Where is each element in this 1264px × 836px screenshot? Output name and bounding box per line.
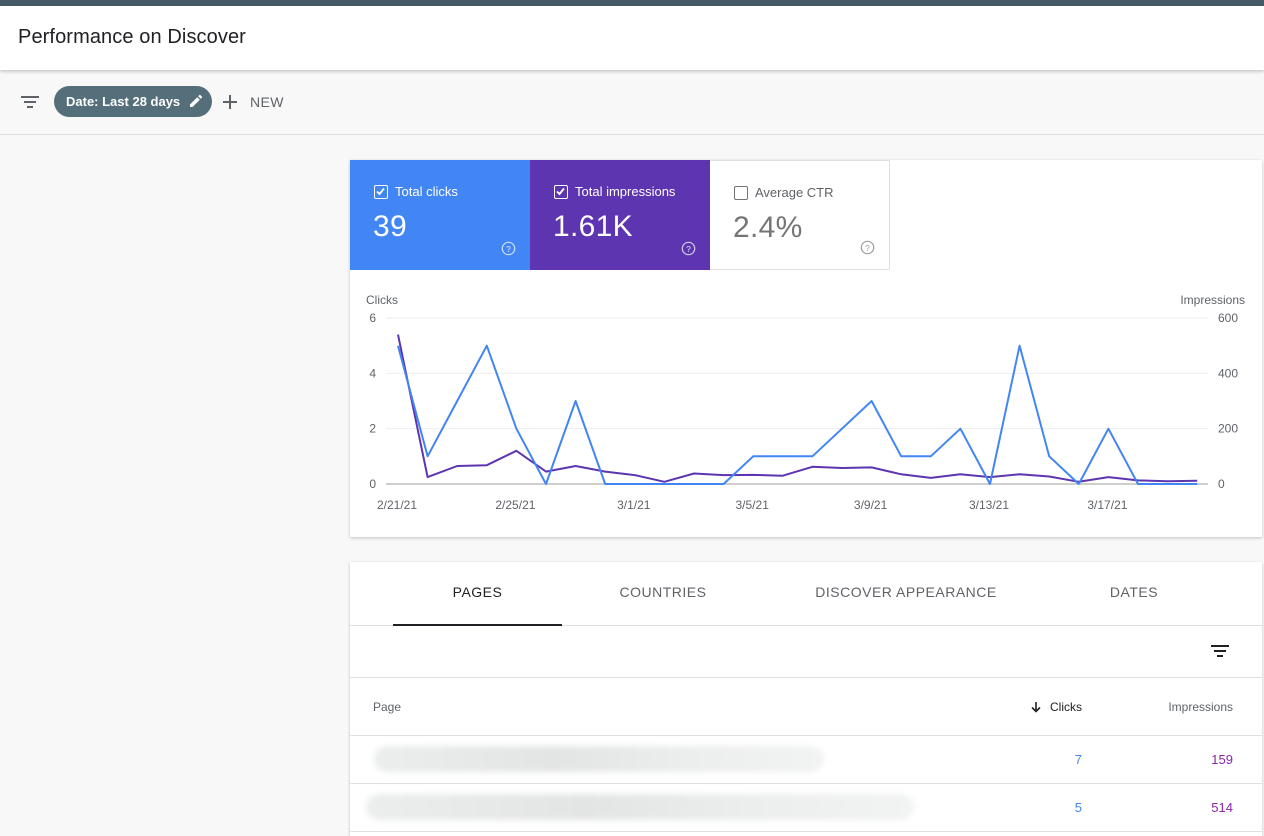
- chart-gridlines: [386, 317, 1208, 485]
- x-tick-label: 3/1/21: [617, 498, 651, 512]
- y-left-tick-label: 0: [369, 477, 376, 491]
- metric-label: Total impressions: [575, 184, 676, 199]
- y-right-tick-label: 0: [1218, 477, 1225, 491]
- row-impressions: 514: [1211, 800, 1233, 815]
- metric-value: 39: [373, 210, 407, 243]
- filter-bar: Date: Last 28 days NEW: [0, 70, 1264, 135]
- tab-dates[interactable]: DATES: [1109, 584, 1159, 600]
- checkbox-checked-icon[interactable]: [554, 184, 568, 199]
- metric-total-clicks[interactable]: Total clicks 39 ?: [350, 160, 530, 270]
- metric-value: 2.4%: [733, 211, 803, 244]
- column-header-page[interactable]: Page: [373, 700, 402, 714]
- y-left-tick-label: 2: [369, 422, 376, 436]
- table-row[interactable]: 5 514: [350, 784, 1262, 832]
- help-icon[interactable]: ?: [501, 241, 516, 256]
- top-accent-bar: [0, 0, 1264, 6]
- column-header-clicks[interactable]: Clicks: [1030, 700, 1082, 714]
- column-header-impressions[interactable]: Impressions: [1168, 700, 1233, 714]
- x-tick-label: 2/21/21: [377, 498, 417, 512]
- metric-label: Total clicks: [395, 184, 458, 199]
- chart-series: [397, 334, 1198, 485]
- performance-line-chart: Clicks Impressions 6 4 2 0 600 400 200 0 2/21/…: [366, 293, 1245, 512]
- tab-discover-appearance[interactable]: DISCOVER APPEARANCE: [815, 584, 997, 600]
- new-filter-button[interactable]: NEW: [222, 92, 284, 112]
- help-icon[interactable]: ?: [860, 240, 875, 255]
- y-right-tick-label: 600: [1218, 311, 1238, 325]
- dimension-table-card: PAGES COUNTRIES DISCOVER APPEARANCE DATE…: [350, 562, 1262, 836]
- y-left-tick-label: 6: [369, 311, 376, 325]
- new-filter-label: NEW: [250, 94, 284, 110]
- page-title: Performance on Discover: [18, 26, 246, 48]
- svg-text:?: ?: [686, 244, 691, 254]
- metric-total-impressions[interactable]: Total impressions 1.61K ?: [530, 160, 710, 270]
- tab-countries[interactable]: COUNTRIES: [619, 584, 707, 600]
- column-header-clicks-label: Clicks: [1050, 700, 1082, 714]
- table-header: Page Clicks Impressions: [350, 678, 1262, 736]
- x-tick-label: 3/5/21: [736, 498, 770, 512]
- page-header: Performance on Discover: [0, 6, 1264, 70]
- tab-pages[interactable]: PAGES: [393, 562, 562, 626]
- table-row[interactable]: 7 159: [350, 736, 1262, 784]
- checkbox-checked-icon[interactable]: [374, 184, 388, 199]
- y-axis-right-label: Impressions: [1180, 293, 1245, 307]
- date-filter-chip[interactable]: Date: Last 28 days: [54, 86, 213, 117]
- arrow-down-icon: [1031, 702, 1041, 713]
- y-axis-right-ticks: 600 400 200 0: [1218, 311, 1238, 491]
- series-line-impressions: [397, 334, 1198, 483]
- redacted-page-url: [366, 794, 914, 820]
- filter-icon[interactable]: [20, 94, 40, 110]
- x-tick-label: 3/17/21: [1087, 498, 1127, 512]
- svg-text:?: ?: [506, 244, 511, 254]
- series-line-clicks: [397, 344, 1198, 485]
- x-axis-ticks: 2/21/21 2/25/21 3/1/21 3/5/21 3/9/21 3/13/21 3…: [377, 498, 1128, 512]
- svg-text:?: ?: [865, 243, 870, 253]
- redacted-page-url: [374, 746, 824, 772]
- y-axis-left-ticks: 6 4 2 0: [369, 311, 376, 491]
- help-icon[interactable]: ?: [681, 241, 696, 256]
- y-axis-left-label: Clicks: [366, 293, 398, 307]
- y-right-tick-label: 200: [1218, 422, 1238, 436]
- performance-chart-card: Total clicks 39 ? Total impressions 1.61…: [350, 160, 1262, 537]
- y-right-tick-label: 400: [1218, 366, 1238, 380]
- metric-average-ctr[interactable]: Average CTR 2.4% ?: [710, 160, 890, 270]
- row-impressions: 159: [1211, 752, 1233, 767]
- row-clicks: 5: [1074, 800, 1082, 815]
- plus-icon: [223, 95, 237, 109]
- metric-label: Average CTR: [755, 185, 834, 200]
- y-left-tick-label: 4: [369, 366, 376, 380]
- x-tick-label: 3/9/21: [854, 498, 888, 512]
- row-clicks: 7: [1074, 752, 1082, 767]
- x-tick-label: 2/25/21: [495, 498, 535, 512]
- metric-value: 1.61K: [553, 210, 633, 243]
- dimension-tabs: PAGES COUNTRIES DISCOVER APPEARANCE DATE…: [350, 562, 1262, 626]
- table-filter-icon[interactable]: [1210, 643, 1230, 659]
- x-tick-label: 3/13/21: [969, 498, 1009, 512]
- checkbox-unchecked-icon[interactable]: [734, 185, 748, 200]
- pencil-icon[interactable]: [189, 94, 203, 108]
- date-filter-label: Date: Last 28 days: [66, 94, 181, 109]
- table-toolbar: [350, 626, 1262, 678]
